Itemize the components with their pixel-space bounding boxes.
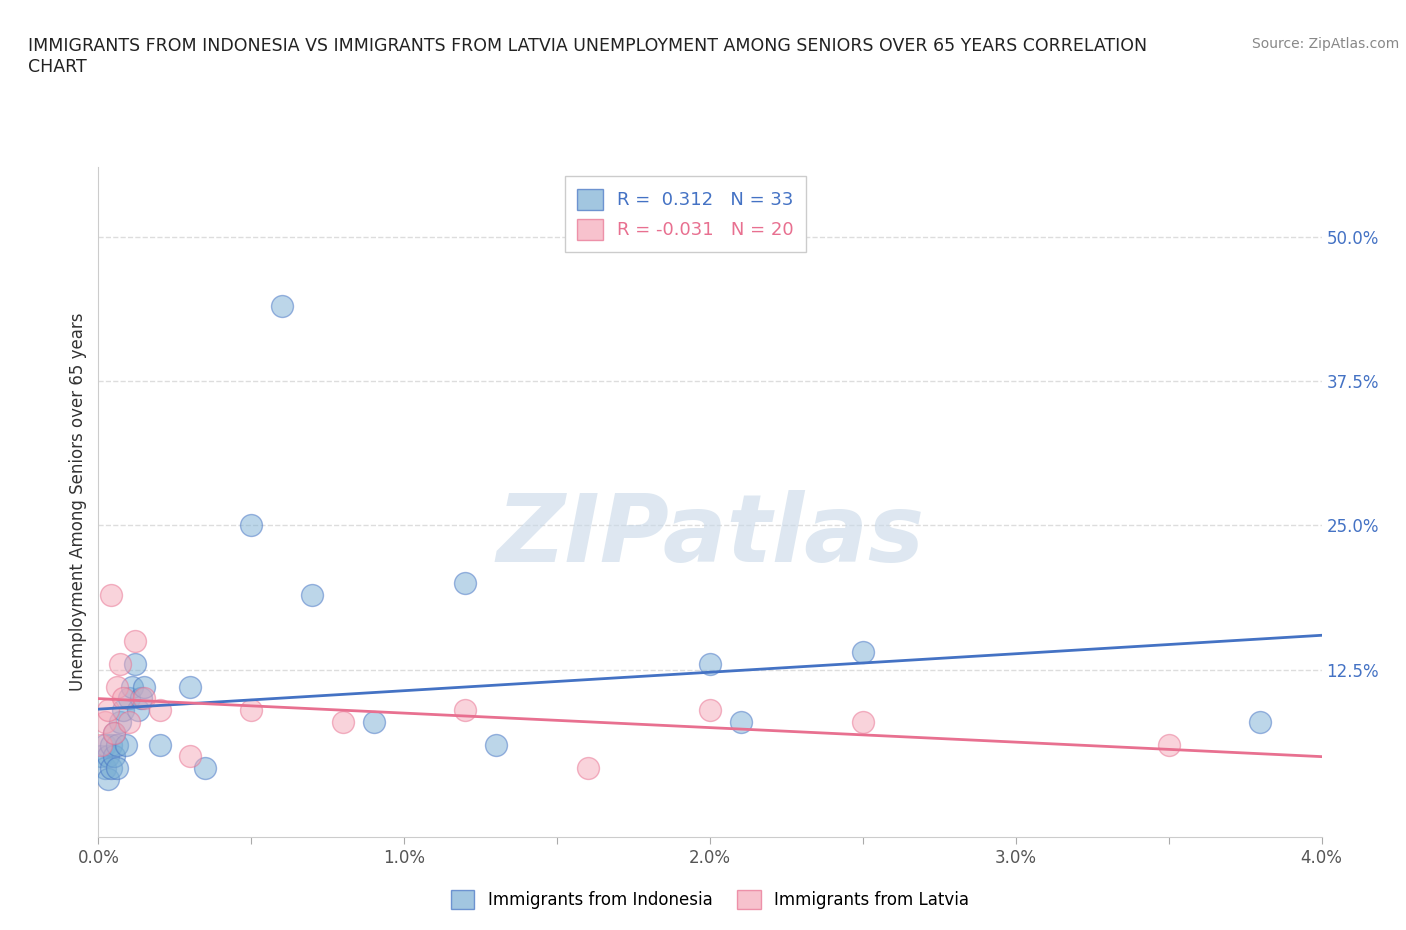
Point xyxy=(124,633,146,648)
Point xyxy=(97,772,120,787)
Legend: Immigrants from Indonesia, Immigrants from Latvia: Immigrants from Indonesia, Immigrants fr… xyxy=(444,884,976,916)
Point xyxy=(270,299,294,313)
Point xyxy=(111,691,134,706)
Point xyxy=(105,761,128,776)
Point xyxy=(115,737,138,752)
Point xyxy=(194,761,217,776)
Text: Source: ZipAtlas.com: Source: ZipAtlas.com xyxy=(1251,37,1399,51)
Point xyxy=(301,587,323,602)
Point xyxy=(90,737,112,752)
Point xyxy=(240,702,263,717)
Point xyxy=(576,761,599,776)
Point xyxy=(179,680,201,695)
Text: IMMIGRANTS FROM INDONESIA VS IMMIGRANTS FROM LATVIA UNEMPLOYMENT AMONG SENIORS O: IMMIGRANTS FROM INDONESIA VS IMMIGRANTS … xyxy=(28,37,1147,76)
Point xyxy=(93,737,115,752)
Point xyxy=(105,680,128,695)
Point xyxy=(108,714,131,729)
Point xyxy=(103,725,125,740)
Point xyxy=(90,749,112,764)
Point xyxy=(118,714,141,729)
Point xyxy=(1249,714,1271,729)
Point xyxy=(129,691,152,706)
Point xyxy=(1157,737,1180,752)
Point xyxy=(97,749,120,764)
Y-axis label: Unemployment Among Seniors over 65 years: Unemployment Among Seniors over 65 years xyxy=(69,313,87,691)
Point xyxy=(111,702,134,717)
Point xyxy=(127,702,149,717)
Point xyxy=(454,702,477,717)
Point xyxy=(730,714,752,729)
Point xyxy=(100,761,122,776)
Point xyxy=(332,714,354,729)
Point xyxy=(454,576,477,591)
Point xyxy=(121,680,143,695)
Point xyxy=(240,518,263,533)
Point xyxy=(108,657,131,671)
Point xyxy=(134,691,156,706)
Point xyxy=(852,714,875,729)
Point xyxy=(485,737,508,752)
Point xyxy=(699,702,721,717)
Point xyxy=(118,691,141,706)
Point xyxy=(149,702,172,717)
Point xyxy=(103,725,125,740)
Point xyxy=(179,749,201,764)
Point xyxy=(93,714,115,729)
Point xyxy=(363,714,385,729)
Point xyxy=(93,761,115,776)
Point xyxy=(852,644,875,659)
Point xyxy=(149,737,172,752)
Point xyxy=(103,749,125,764)
Point xyxy=(97,702,120,717)
Point xyxy=(124,657,146,671)
Text: ZIPatlas: ZIPatlas xyxy=(496,490,924,581)
Point xyxy=(105,737,128,752)
Point xyxy=(100,737,122,752)
Point xyxy=(134,680,156,695)
Point xyxy=(100,587,122,602)
Point xyxy=(699,657,721,671)
